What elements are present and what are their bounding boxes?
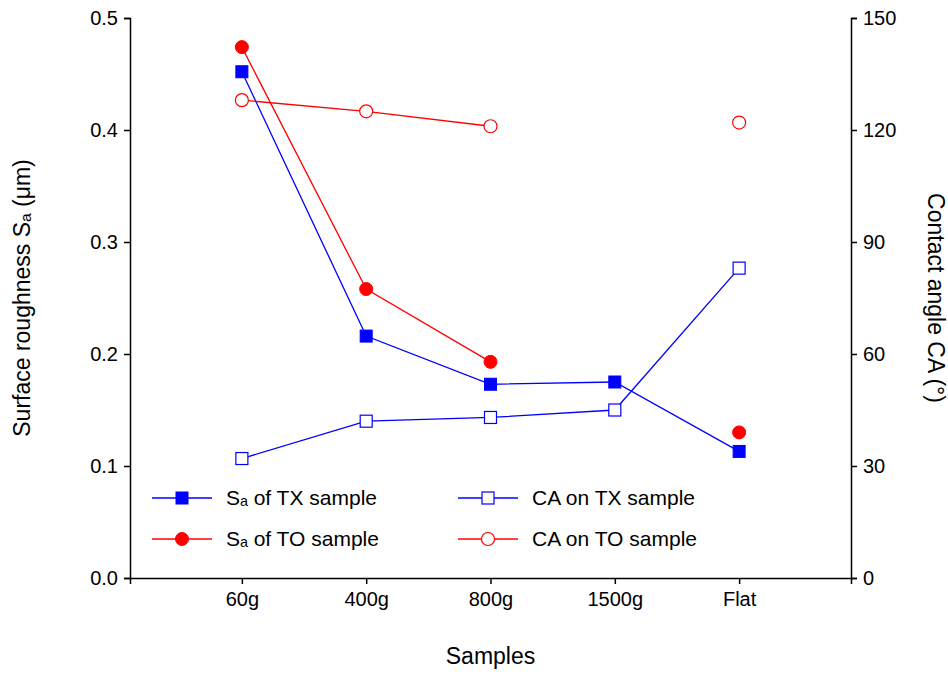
tick-mark [490, 578, 492, 584]
tick: Flat [723, 578, 757, 610]
tick-mark [851, 18, 857, 20]
data-point [360, 283, 373, 296]
tick-label: 90 [863, 231, 885, 253]
y-axis-title: Surface roughness Sₐ (μm) [9, 159, 35, 436]
legend-marker [176, 492, 188, 504]
data-point [733, 445, 745, 457]
tick-label: 0.3 [90, 231, 118, 253]
tick-label: 0.1 [90, 455, 118, 477]
tick-label: 120 [863, 119, 896, 141]
tick-mark [242, 578, 244, 584]
x-axis-line [131, 579, 852, 585]
legend-marker [176, 533, 189, 546]
tick-mark [124, 466, 130, 468]
tick-label: 0.2 [90, 343, 118, 365]
tick-mark [124, 242, 130, 244]
tick-label: 0.4 [90, 119, 118, 141]
tick: 1500g [587, 578, 643, 610]
data-point [733, 116, 746, 129]
y2-axis-line [852, 19, 858, 579]
tick-label: 1500g [587, 588, 643, 610]
tick: 0.3 [90, 231, 130, 253]
y2-axis-title: Contact angle CA (°) [923, 193, 948, 403]
tick: 400g [344, 578, 389, 610]
data-point [733, 426, 746, 439]
tick-mark [739, 578, 741, 584]
tick-label: 0.0 [90, 567, 118, 589]
tick: 90 [851, 231, 885, 253]
x-axis: 60g 400g 800g 1500g Flat [131, 578, 852, 610]
legend-label: CA on TX sample [532, 486, 695, 509]
tick-mark [124, 130, 130, 132]
tick-mark [366, 578, 368, 584]
data-point [235, 41, 248, 54]
tick-mark [851, 354, 857, 356]
tick: 0.5 [90, 7, 130, 29]
data-point [484, 120, 497, 133]
data-point [609, 404, 621, 416]
data-point [609, 376, 621, 388]
tick-label: 400g [344, 588, 389, 610]
data-point [236, 453, 248, 465]
y-axis-line [124, 19, 131, 579]
y-axis: 0.0 0.1 0.2 0.3 0.4 0.5 [90, 7, 130, 589]
tick: 60 [851, 343, 885, 365]
y2-axis: 0 30 60 90 120 150 [851, 7, 896, 589]
tick-label: 30 [863, 455, 885, 477]
tick: 0.0 [90, 567, 130, 589]
data-point [484, 355, 497, 368]
chart: 60g 400g 800g 1500g Flat 0.0 0.1 0.2 0.3 0.4 0.5 0 3… [0, 0, 948, 674]
tick-mark [851, 466, 857, 468]
legend-label: Sₐ of TX sample [226, 486, 377, 509]
tick-mark [851, 242, 857, 244]
tick-mark [615, 578, 617, 584]
series-line [242, 47, 739, 432]
tick-mark [124, 578, 130, 580]
tick-mark [851, 578, 857, 580]
tick-label: 60g [226, 588, 259, 610]
tick: 0.1 [90, 455, 130, 477]
series-line [242, 268, 739, 458]
data-point [235, 94, 248, 107]
tick: 0.4 [90, 119, 130, 141]
tick: 0.2 [90, 343, 130, 365]
x-axis-title: Samples [446, 643, 535, 669]
tick: 120 [851, 119, 896, 141]
legend-label: CA on TO sample [532, 527, 697, 550]
series-line [242, 72, 739, 452]
data-point [733, 262, 745, 274]
tick-mark [851, 130, 857, 132]
tick-mark [124, 354, 130, 356]
tick: 60g [226, 578, 259, 610]
data-point [360, 330, 372, 342]
data-point [236, 66, 248, 78]
tick-label: 0.5 [90, 7, 118, 29]
legend-item: CA on TO sample [458, 527, 697, 550]
tick-label: 150 [863, 7, 896, 29]
plot-area [235, 41, 745, 465]
legend-marker [482, 533, 495, 546]
legend-item: Sₐ of TX sample [152, 486, 377, 509]
tick: 150 [851, 7, 896, 29]
legend-marker [482, 492, 494, 504]
legend-item: Sₐ of TO sample [152, 527, 379, 550]
tick: 0 [851, 567, 874, 589]
tick-label: 0 [863, 567, 874, 589]
tick: 800g [469, 578, 514, 610]
data-point [485, 378, 497, 390]
data-point [360, 415, 372, 427]
tick: 30 [851, 455, 885, 477]
tick-label: Flat [723, 588, 757, 610]
data-point [360, 105, 373, 118]
legend-label: Sₐ of TO sample [226, 527, 379, 550]
tick-label: 800g [469, 588, 514, 610]
data-point [485, 411, 497, 423]
tick-mark [124, 18, 130, 20]
legend-item: CA on TX sample [458, 486, 695, 509]
tick-label: 60 [863, 343, 885, 365]
legend: Sₐ of TX sample Sₐ of TO sample CA on TX s… [152, 486, 697, 550]
